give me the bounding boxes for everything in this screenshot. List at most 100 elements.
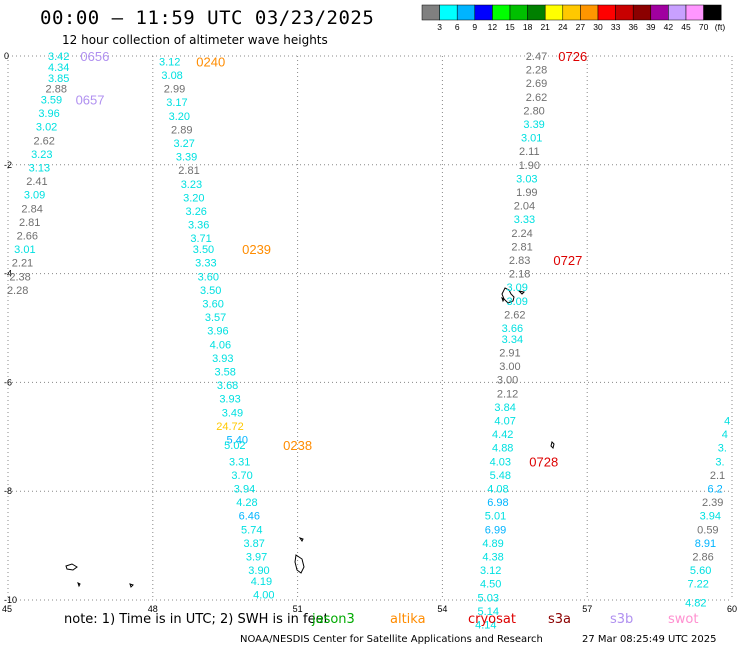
legend-swatch: [668, 4, 687, 21]
wave-height-label: 3.: [715, 456, 724, 468]
wave-height-label: 6.99: [485, 524, 506, 536]
wave-height-label: 3.66: [502, 323, 523, 335]
wave-height-label: 3.71: [190, 233, 211, 245]
legend-label: 36: [628, 22, 638, 32]
wave-height-label: 3.12: [159, 56, 180, 68]
track-track-1: 3.424.343.852.883.593.96 3.022.62 3.23 3.13…: [7, 51, 69, 297]
wave-height-label: 4.07: [494, 415, 515, 427]
y-tick-label: -4: [4, 269, 12, 279]
wave-height-label: 3.42: [48, 51, 69, 63]
wave-height-label: 3.00: [497, 375, 518, 387]
wave-height-label: 3.00: [499, 361, 520, 373]
legend-label: 45: [681, 22, 691, 32]
wave-height-label: 8.91: [695, 538, 716, 550]
wave-height-label: 0.59: [697, 524, 718, 536]
island-outline: [517, 290, 526, 295]
wave-height-label: 6.2: [707, 483, 722, 495]
pass-time-label: 0728: [529, 454, 558, 469]
y-tick-label: -2: [4, 160, 12, 170]
footer-date: 27 Mar 08:25:49 UTC 2025: [582, 634, 717, 645]
wave-height-label: 3.09: [24, 190, 45, 202]
page-title: 00:00 – 11:59 UTC 03/23/2025: [40, 7, 375, 29]
wave-height-label: 4.89: [482, 538, 503, 550]
pass-time-label: 0238: [283, 438, 312, 453]
island-outline: [501, 297, 505, 303]
legend-label: 39: [646, 22, 656, 32]
footer-credit: NOAA/NESDIS Center for Satellite Applica…: [240, 634, 543, 645]
altimeter-tracks: 3.424.343.852.883.593.963.022.623.233.13…: [7, 51, 730, 631]
wave-height-label: 4.50: [480, 579, 501, 591]
island-outline: [501, 287, 515, 304]
wave-height-label: 3.13: [29, 163, 50, 175]
satellite-label-cryosat: cryosat: [468, 612, 516, 627]
wave-height-label: 4.19: [251, 576, 272, 588]
wave-height-label: 5.02: [224, 440, 245, 452]
wave-height-label: 4.42: [492, 429, 513, 441]
wave-height-label: 7.22: [688, 579, 709, 591]
wave-height-label: 3.: [718, 443, 727, 455]
legend-label: 33: [611, 22, 621, 32]
wave-height-label: 3.87: [243, 538, 264, 550]
wave-height-label: 3.23: [181, 179, 202, 191]
wave-height-label: 4.14: [475, 619, 496, 631]
wave-height-label: 2.18: [509, 269, 530, 281]
footer-note: note: 1) Time is in UTC; 2) SWH is in fe…: [64, 612, 329, 627]
wave-height-label: 3.27: [173, 138, 194, 150]
wave-height-label: 2.86: [692, 551, 713, 563]
satellite-label-s3a: s3a: [548, 612, 572, 627]
wave-height-label: 3.97: [246, 551, 267, 563]
wave-height-label: 2.80: [523, 105, 544, 117]
wave-height-label: 4.28: [236, 497, 257, 509]
legend-label: 30: [593, 22, 603, 32]
island-outline: [550, 441, 555, 449]
wave-height-label: 2.24: [511, 228, 532, 240]
wave-height-label: 3.85: [48, 73, 69, 85]
island-outline: [298, 537, 304, 542]
pass-time-label: 0656: [80, 49, 109, 64]
x-tick-label: 57: [582, 604, 592, 614]
legend-swatch: [615, 4, 634, 21]
wave-height-label: 3.01: [521, 133, 542, 145]
wave-height-label: 1.99: [516, 187, 537, 199]
color-legend: 3 6 9 12 15 18 21 24 27 30 33 36 39 42 45 70 (ft): [421, 4, 725, 32]
legend-swatch: [456, 4, 476, 21]
legend-label: 42: [664, 22, 674, 32]
wave-height-label: 4.08: [487, 483, 508, 495]
island-outline: [77, 582, 81, 588]
y-tick-label: -10: [4, 595, 17, 605]
legend-swatch: [544, 4, 564, 21]
wave-height-label: 3.12: [480, 565, 501, 577]
pass-time-label: 0727: [553, 253, 582, 268]
wave-height-label: 2.99: [164, 84, 185, 96]
wave-height-label: 3.49: [222, 407, 243, 419]
wave-height-label: 2.62: [504, 309, 525, 321]
pass-time-label: 0240: [196, 54, 225, 69]
wave-height-label: 3.08: [161, 70, 182, 82]
wave-height-label: 5.14: [478, 606, 499, 618]
wave-height-label: 2.91: [499, 347, 520, 359]
wave-height-label: 3.59: [41, 95, 62, 107]
island-outline: [129, 583, 134, 588]
wave-height-label: 4.00: [253, 590, 274, 602]
wave-height-label: 2.62: [33, 135, 54, 147]
wave-height-label: 2.28: [7, 285, 28, 297]
wave-height-label: 3.57: [205, 312, 226, 324]
wave-height-label: 2.81: [511, 241, 532, 253]
wave-height-label: 3.09: [507, 282, 528, 294]
wave-height-label: 3.20: [183, 192, 204, 204]
wave-height-label: 2.04: [514, 201, 535, 213]
wave-height-label: 2.88: [46, 84, 67, 96]
legend-swatch: [421, 4, 440, 21]
wave-height-label: 5.03: [478, 592, 499, 604]
wave-height-label: 2.11: [519, 146, 540, 158]
y-tick-label: -6: [4, 377, 12, 387]
wave-height-label: 5.40: [227, 435, 248, 447]
satellite-label-s3b: s3b: [610, 612, 634, 627]
legend-label: 3: [437, 22, 442, 32]
track-track-2: 3.123.082.993.173.202.893.273.392.813.23…: [159, 56, 275, 601]
wave-height-label: 3.03: [516, 173, 537, 185]
wave-height-label: 2.89: [171, 124, 192, 136]
wave-height-label: 3.96: [38, 108, 59, 120]
wave-height-label: 3.34: [502, 334, 523, 346]
legend-swatch: [703, 4, 722, 21]
